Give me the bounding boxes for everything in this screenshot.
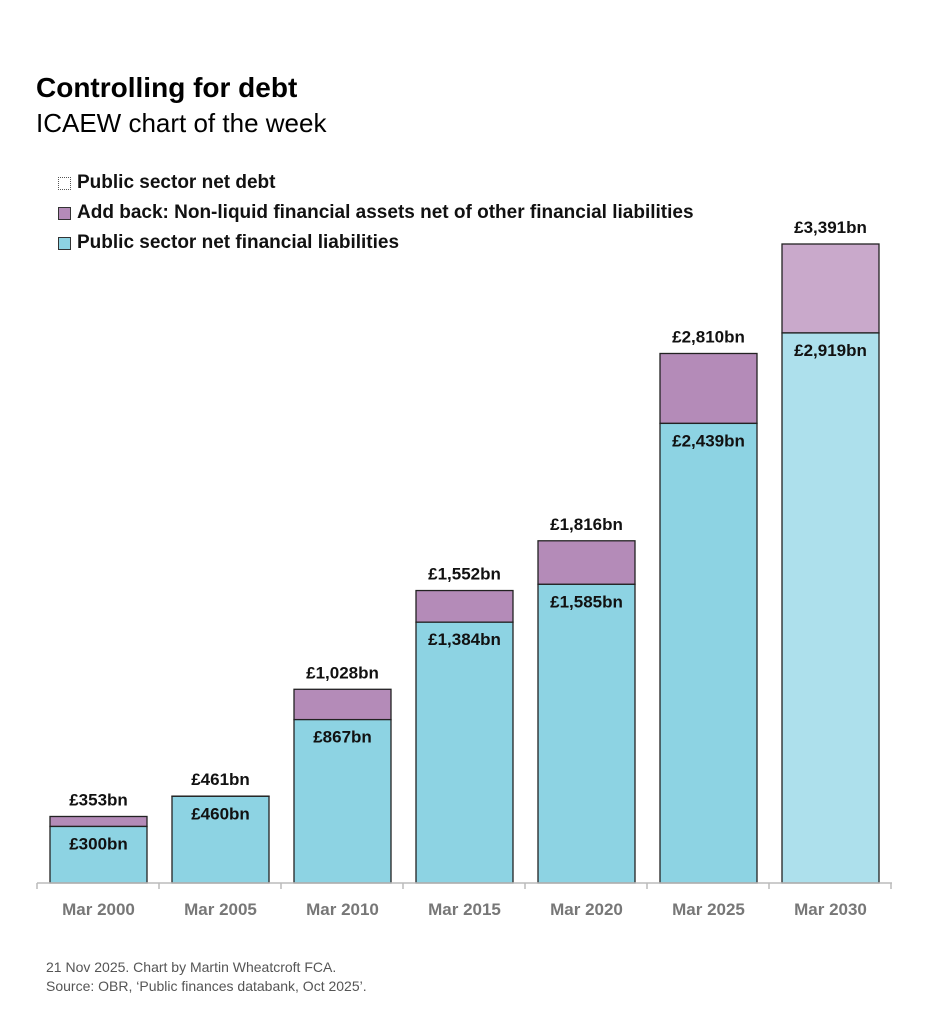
bar-value-label: £2,919bn <box>794 341 867 360</box>
legend-item-add-back: Add back: Non-liquid financial assets ne… <box>58 198 694 228</box>
bar-total-label: £3,391bn <box>794 218 867 237</box>
bar-add-back <box>49 815 148 828</box>
bar-total-label: £461bn <box>191 770 250 789</box>
bar-total-label: £1,816bn <box>550 515 623 534</box>
legend: Public sector net debt Add back: Non-liq… <box>58 168 694 258</box>
legend-label: Public sector net financial liabilities <box>77 232 400 253</box>
chart-title: Controlling for debt <box>36 72 298 103</box>
bar-value-label: £2,439bn <box>672 431 745 450</box>
bar-net-financial-liabilities <box>293 718 392 884</box>
bar-value-label: £867bn <box>313 728 372 747</box>
x-tick-label: Mar 2010 <box>306 900 379 919</box>
legend-swatch <box>58 176 71 190</box>
legend-swatch <box>58 236 71 250</box>
legend-item-net-debt: Public sector net debt <box>58 168 694 198</box>
bar-value-label: £300bn <box>69 834 128 853</box>
bar-value-label: £1,384bn <box>428 630 501 649</box>
bar-add-back <box>293 688 392 721</box>
x-tick-label: Mar 2020 <box>550 900 623 919</box>
bar-net-financial-liabilities <box>537 583 636 884</box>
x-tick-label: Mar 2000 <box>62 900 135 919</box>
x-tick-label: Mar 2030 <box>794 900 867 919</box>
x-tick-label: Mar 2005 <box>184 900 257 919</box>
legend-swatch <box>58 206 71 220</box>
bar-add-back <box>781 243 880 334</box>
bar-total-label: £1,028bn <box>306 663 379 682</box>
bar-add-back <box>537 540 636 585</box>
x-tick-label: Mar 2025 <box>672 900 745 919</box>
bar-add-back <box>659 352 758 425</box>
bar-total-label: £2,810bn <box>672 327 745 346</box>
x-tick-label: Mar 2015 <box>428 900 501 919</box>
footer: 21 Nov 2025. Chart by Martin Wheatcroft … <box>46 958 367 996</box>
bar-value-label: £460bn <box>191 804 250 823</box>
bar-value-label: £1,585bn <box>550 592 623 611</box>
legend-label: Add back: Non-liquid financial assets ne… <box>77 202 694 223</box>
bar-net-financial-liabilities <box>49 825 148 884</box>
bar-net-financial-liabilities <box>781 332 880 884</box>
legend-item-net-financial-liabilities: Public sector net financial liabilities <box>58 228 694 258</box>
footer-credit: 21 Nov 2025. Chart by Martin Wheatcroft … <box>46 959 337 975</box>
bar-net-financial-liabilities <box>659 422 758 884</box>
bar-total-label: £353bn <box>69 790 128 809</box>
bar-add-back <box>415 589 514 623</box>
bar-net-financial-liabilities <box>415 621 514 884</box>
bar-total-label: £1,552bn <box>428 565 501 584</box>
footer-source: Source: OBR, ‘Public finances databank, … <box>46 978 367 994</box>
legend-label: Public sector net debt <box>77 172 276 193</box>
chart-subtitle: ICAEW chart of the week <box>36 108 327 138</box>
